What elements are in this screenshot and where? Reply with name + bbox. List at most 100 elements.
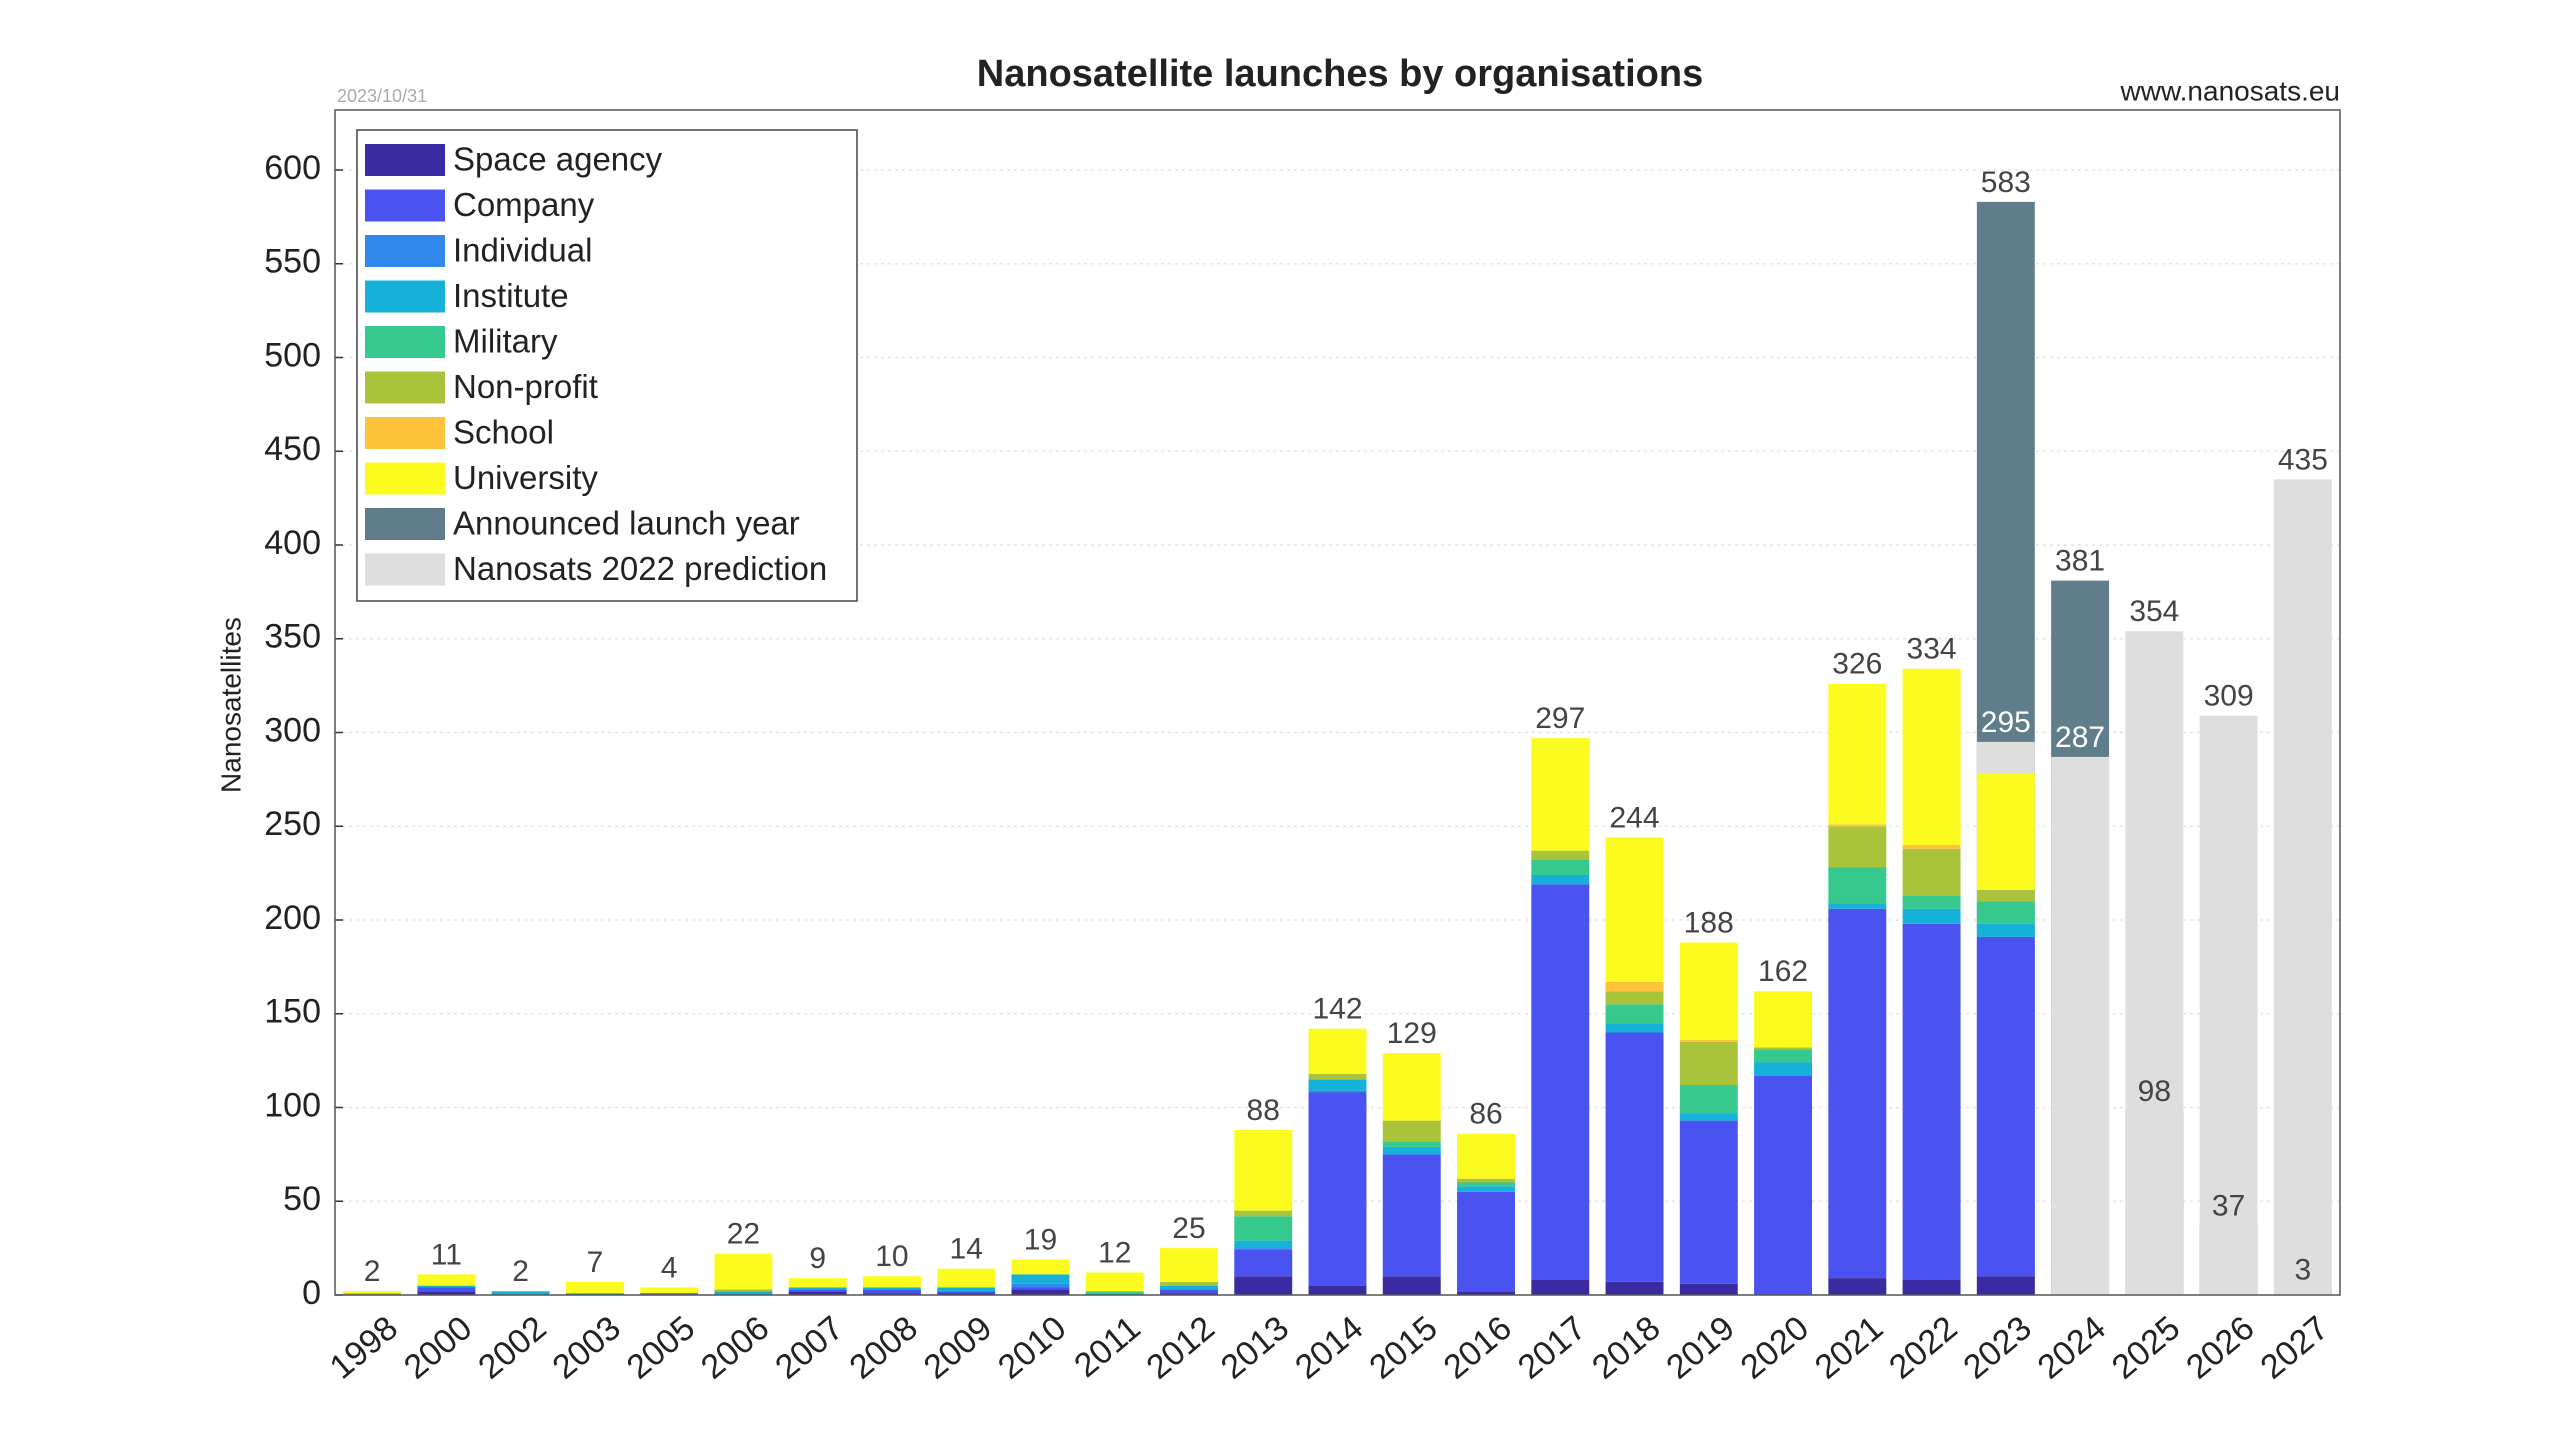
plot-frame — [334, 109, 2341, 1296]
bar-segment — [1531, 738, 1590, 851]
bar-segment — [937, 1291, 996, 1294]
legend-swatch — [365, 417, 445, 449]
bar-segment — [1605, 991, 1664, 1005]
bar-segment — [1011, 1287, 1070, 1290]
total-label: 11 — [431, 1238, 462, 1271]
value-label: 3 — [2295, 1253, 2312, 1286]
bar-segment — [1828, 824, 1887, 827]
legend-swatch — [365, 371, 445, 404]
bar-segment — [937, 1293, 996, 1295]
bar-segment — [862, 1276, 921, 1288]
bar — [2273, 479, 2332, 1295]
bar-segment — [1828, 867, 1887, 904]
x-tick-label: 2012 — [1140, 1309, 1222, 1387]
legend-swatch — [365, 326, 445, 358]
x-tick-label: 2020 — [1734, 1309, 1816, 1387]
bar-segment — [1160, 1248, 1218, 1282]
x-tick-label: 2008 — [842, 1309, 924, 1387]
bar-segment — [862, 1289, 921, 1294]
bar-segment — [1754, 1049, 1813, 1063]
bar-segment — [1902, 848, 1961, 896]
bar-segment — [1976, 901, 2035, 924]
total-label: 9 — [809, 1242, 826, 1275]
bar-segment — [1234, 1240, 1293, 1249]
bar-segment — [1457, 1178, 1515, 1183]
legend-swatch — [365, 462, 445, 495]
y-axis-label: Nanosatellites — [215, 617, 246, 793]
bar-segment — [1828, 908, 1887, 1279]
y-tick-label: 450 — [264, 430, 321, 468]
x-tick-label: 2026 — [2179, 1309, 2261, 1387]
bar-segment — [862, 1293, 921, 1295]
x-tick-label: 2009 — [917, 1309, 999, 1387]
bar-segment — [1679, 942, 1738, 1040]
bar — [2199, 715, 2258, 1295]
x-tick-label: 2014 — [1288, 1309, 1370, 1387]
x-tick-label: 2024 — [2031, 1309, 2113, 1387]
bar-segment — [1605, 1032, 1664, 1282]
total-label: 86 — [1469, 1098, 1502, 1131]
x-tick-label: 2000 — [397, 1309, 479, 1387]
bar-segment — [1382, 1276, 1441, 1295]
bar-segment — [1234, 1210, 1293, 1217]
legend-label: Non-profit — [453, 368, 598, 405]
bar-segment — [1828, 826, 1887, 868]
total-label: 244 — [1610, 801, 1660, 834]
bar — [2125, 631, 2184, 1295]
bar-segment — [788, 1291, 847, 1295]
bar-segment — [1234, 1130, 1293, 1211]
bar-segment — [1605, 1004, 1664, 1024]
x-tick-label: 2019 — [1659, 1309, 1741, 1387]
bar-segment — [937, 1287, 996, 1292]
x-tick-label: 2005 — [620, 1309, 702, 1387]
legend-swatch — [365, 144, 445, 176]
bar-segment — [1902, 895, 1961, 909]
bar-segment — [640, 1293, 699, 1295]
legend-label: University — [453, 459, 598, 496]
bar-segment — [714, 1291, 773, 1295]
bar-segment — [1308, 1079, 1367, 1091]
value-label: 295 — [1981, 706, 2031, 739]
bar-segment — [1085, 1272, 1144, 1292]
bar-segment — [1605, 981, 1664, 992]
bar-segment — [1902, 908, 1961, 924]
bar-segment — [1754, 1062, 1813, 1076]
bar-segment — [640, 1287, 699, 1294]
x-tick-label: 2027 — [2253, 1309, 2335, 1387]
bar-segment — [1382, 1053, 1441, 1121]
bar-segment — [1382, 1120, 1441, 1142]
source: www.nanosats.eu — [2120, 75, 2340, 106]
y-tick-label: 300 — [264, 711, 321, 749]
bar-segment — [1011, 1259, 1070, 1275]
x-tick-label: 2023 — [1956, 1309, 2038, 1387]
bar-segment — [417, 1287, 476, 1292]
x-tick-label: 2022 — [1882, 1309, 1964, 1387]
bar-segment — [937, 1268, 996, 1288]
x-tick-label: 2018 — [1585, 1309, 1667, 1387]
legend-label: Nanosats 2022 prediction — [453, 550, 827, 587]
bar-segment — [1976, 923, 2035, 937]
y-tick-label: 100 — [264, 1086, 321, 1124]
y-tick-label: 250 — [264, 805, 321, 843]
date: 2023/10/31 — [337, 86, 427, 106]
legend-swatch — [365, 280, 445, 313]
x-tick-label: 2010 — [991, 1309, 1073, 1387]
legend-label: Military — [453, 323, 558, 360]
total-label: 7 — [587, 1246, 604, 1279]
x-tick-label: 2002 — [471, 1309, 553, 1387]
bar-segment — [714, 1253, 773, 1290]
bar-segment — [1976, 773, 2035, 890]
y-tick-label: 500 — [264, 336, 321, 374]
bar-segment — [1457, 1191, 1515, 1292]
legend-label: Announced launch year — [453, 505, 800, 542]
total-label: 297 — [1535, 702, 1585, 735]
bar-segment — [1382, 1141, 1441, 1147]
bar-segment — [1234, 1276, 1293, 1295]
value-label: 309 — [2204, 680, 2254, 713]
bar-segment — [1976, 1276, 2035, 1295]
bar-segment — [1679, 1113, 1738, 1121]
y-tick-label: 400 — [264, 524, 321, 562]
value-label: 354 — [2129, 595, 2179, 628]
bar-segment — [1902, 923, 1961, 1280]
